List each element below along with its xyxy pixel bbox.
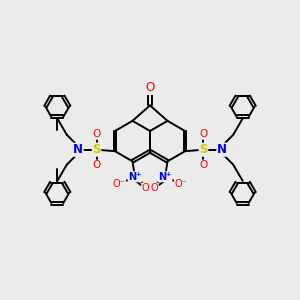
Text: S: S [92,143,101,156]
Text: N: N [73,143,83,156]
Text: S: S [199,143,208,156]
Text: O: O [199,129,208,139]
Text: O: O [92,160,101,170]
Text: O: O [199,160,208,170]
Text: O: O [151,183,158,193]
Text: N: N [217,143,227,156]
Text: O⁻: O⁻ [113,178,125,189]
Text: O: O [146,81,154,94]
Text: N⁺: N⁺ [158,172,172,182]
Text: O: O [142,183,149,193]
Text: O: O [92,129,101,139]
Text: O⁻: O⁻ [175,178,187,189]
Text: N⁺: N⁺ [128,172,142,182]
